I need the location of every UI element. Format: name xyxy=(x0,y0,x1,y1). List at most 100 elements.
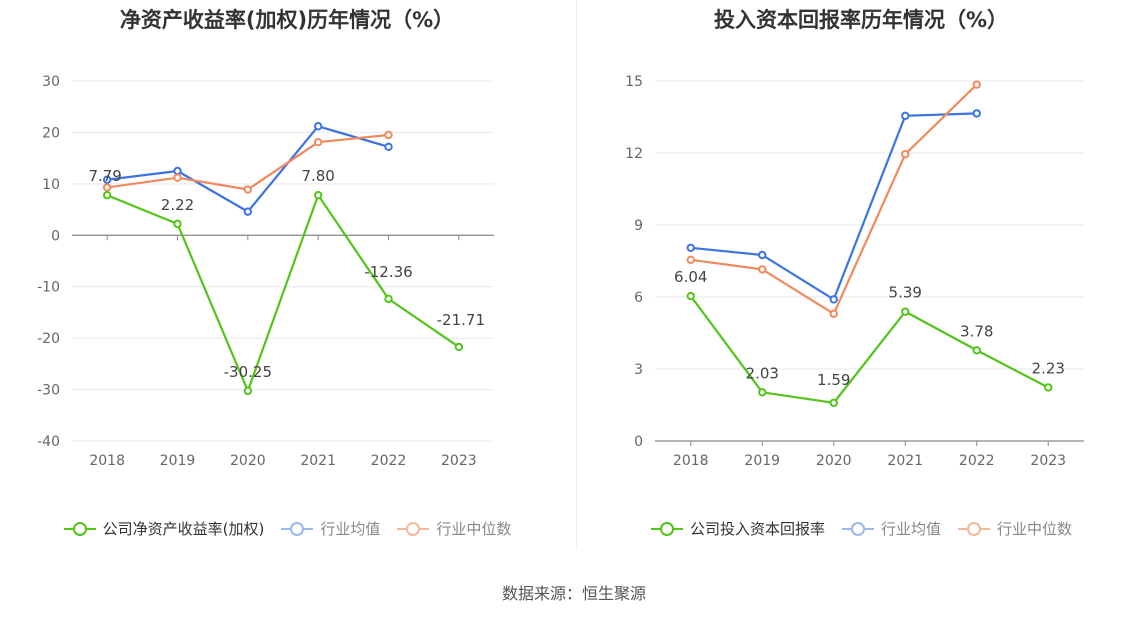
data-point xyxy=(102,183,112,192)
y-tick-label: 12 xyxy=(625,146,643,162)
data-point xyxy=(102,175,112,184)
x-tick-label: 2022 xyxy=(959,453,995,469)
data-label: 6.04 xyxy=(674,268,707,286)
y-tick-label: 30 xyxy=(42,74,60,90)
data-point xyxy=(686,243,695,253)
data-point xyxy=(901,111,910,121)
data-point xyxy=(829,295,838,304)
legend-item-company[interactable]: 公司投入资本回报率 xyxy=(650,518,825,539)
legend-item-industry-median[interactable]: 行业中位数 xyxy=(396,518,511,539)
x-tick-label: 2020 xyxy=(230,453,266,469)
data-point xyxy=(173,166,182,176)
y-tick-label: 10 xyxy=(42,177,60,193)
data-point xyxy=(972,80,981,89)
y-tick-label: -30 xyxy=(37,383,60,399)
y-tick-label: 3 xyxy=(634,362,643,378)
legend-label: 公司净资产收益率(加权) xyxy=(102,520,265,538)
data-source: 数据来源：恒生聚源 xyxy=(501,584,646,603)
legend-item-industry-mean[interactable]: 行业均值 xyxy=(841,518,941,539)
y-tick-label: -10 xyxy=(37,280,60,296)
chart-legend: 公司投入资本回报率 行业均值 行业中位数 xyxy=(574,518,1148,539)
x-tick-label: 2018 xyxy=(89,453,125,469)
legend-item-industry-mean[interactable]: 行业均值 xyxy=(280,518,380,539)
roic-chart-panel: 投入资本回报率历年情况（%） 15 12 9 6 3 0 2018 2019 2020 2021 2… xyxy=(574,0,1148,560)
chart-title: 投入资本回报率历年情况（%） xyxy=(713,8,1009,32)
legend-line-icon xyxy=(958,521,990,536)
data-point xyxy=(102,191,112,200)
legend-label: 行业均值 xyxy=(880,520,941,538)
data-point xyxy=(758,250,767,260)
data-point xyxy=(313,190,323,200)
roe-chart-panel: 净资产收益率(加权)历年情况（%） 30 20 10 0 -10 -20 -30 -40 201… xyxy=(0,0,574,560)
data-point xyxy=(686,291,695,301)
series-line-2 xyxy=(107,133,389,191)
x-tick-label: 2023 xyxy=(441,453,477,469)
x-tick-label: 2019 xyxy=(744,453,780,469)
legend-line-icon xyxy=(841,521,874,536)
x-tick-label: 2018 xyxy=(673,453,709,469)
roe-chart-plot: 30 20 10 0 -10 -20 -30 -40 2018 2019 2020 2021 2022 2… xyxy=(37,74,494,469)
legend-label: 公司投入资本回报率 xyxy=(689,520,825,538)
data-label: 7.80 xyxy=(301,167,334,185)
y-tick-label: 20 xyxy=(42,125,60,141)
legend-line-icon xyxy=(63,521,96,536)
legend-item-company[interactable]: 公司净资产收益率(加权) xyxy=(63,518,265,539)
x-tick-label: 2020 xyxy=(816,453,852,469)
panel-divider xyxy=(576,0,577,550)
y-tick-label: 6 xyxy=(634,290,643,306)
series-line-0 xyxy=(106,194,460,392)
x-tick-label: 2019 xyxy=(160,453,196,469)
x-tick-label: 2023 xyxy=(1030,453,1066,469)
data-label: 2.03 xyxy=(746,364,779,382)
data-point xyxy=(972,346,981,355)
roic-chart-plot: 15 12 9 6 3 0 2018 2019 2020 2021 2022 2023 6.04 2.03… xyxy=(625,74,1084,469)
data-point xyxy=(454,342,464,352)
series-line-2 xyxy=(690,83,978,315)
y-tick-label: -20 xyxy=(37,331,60,347)
data-point xyxy=(384,142,393,152)
series-line-1 xyxy=(690,112,977,301)
data-label: 7.79 xyxy=(88,167,121,185)
legend-label: 行业中位数 xyxy=(436,520,512,538)
data-point xyxy=(758,265,767,274)
legend-line-icon xyxy=(281,521,314,536)
legend-label: 行业中位数 xyxy=(997,520,1073,538)
data-point xyxy=(829,309,838,318)
data-point xyxy=(901,150,910,159)
y-tick-label: 15 xyxy=(625,74,643,90)
data-point xyxy=(829,398,838,408)
data-point xyxy=(758,388,767,397)
data-label: 5.39 xyxy=(889,284,922,302)
y-tick-label: 0 xyxy=(634,434,643,450)
data-point xyxy=(313,122,323,131)
y-tick-label: 0 xyxy=(51,228,60,244)
data-point xyxy=(384,130,393,140)
data-point xyxy=(313,138,323,147)
legend-line-icon xyxy=(650,521,683,536)
data-label: 3.78 xyxy=(960,322,993,340)
data-label: -30.25 xyxy=(224,363,272,381)
legend-line-icon xyxy=(397,521,430,536)
legend-label: 行业均值 xyxy=(320,520,381,538)
x-tick-label: 2021 xyxy=(300,453,336,469)
data-point xyxy=(972,109,981,118)
data-label: 2.23 xyxy=(1032,359,1065,377)
chart-legend: 公司净资产收益率(加权) 行业均值 行业中位数 xyxy=(0,518,574,539)
data-label: 1.59 xyxy=(817,371,850,389)
data-point xyxy=(243,207,253,216)
y-tick-label: -40 xyxy=(37,434,60,450)
x-tick-label: 2021 xyxy=(887,453,923,469)
y-tick-label: 9 xyxy=(634,218,643,234)
series-line-0 xyxy=(689,295,1049,404)
data-point xyxy=(243,185,253,194)
data-point xyxy=(1044,383,1053,392)
data-point xyxy=(384,294,393,304)
chart-title: 净资产收益率(加权)历年情况（%） xyxy=(119,8,455,32)
data-point xyxy=(173,173,182,182)
data-point xyxy=(686,255,695,264)
legend-item-industry-median[interactable]: 行业中位数 xyxy=(957,518,1072,539)
data-point xyxy=(243,386,253,396)
data-label: 2.22 xyxy=(161,196,194,214)
data-label: -21.71 xyxy=(437,311,485,329)
data-label: -12.36 xyxy=(364,263,412,281)
